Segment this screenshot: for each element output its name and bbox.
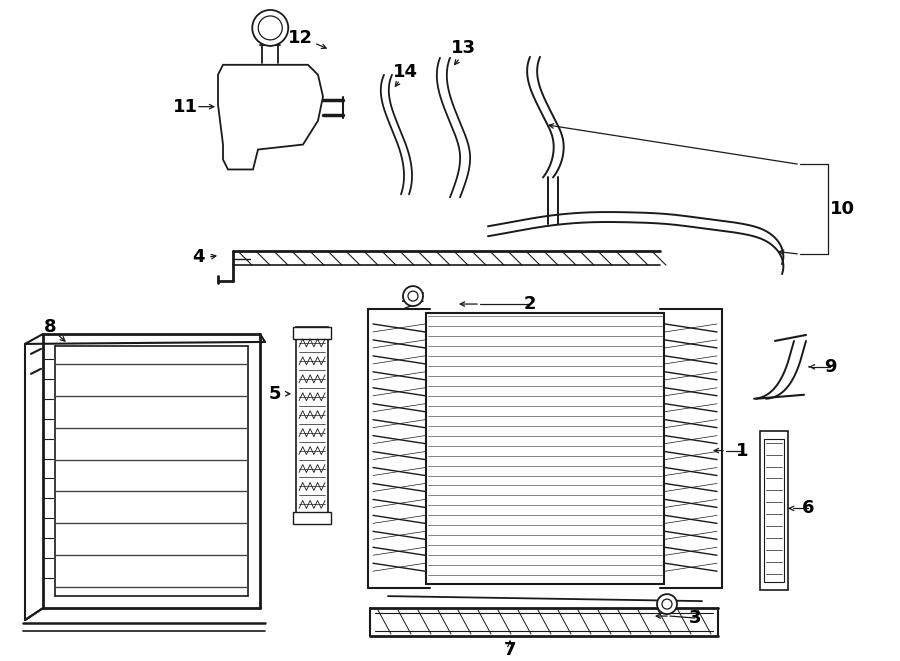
Bar	[426, 313, 664, 584]
Bar	[296, 327, 328, 524]
Bar	[760, 431, 788, 590]
Circle shape	[657, 594, 677, 614]
Text: 3: 3	[688, 609, 701, 627]
Polygon shape	[218, 65, 323, 169]
Text: 1: 1	[736, 442, 748, 459]
Text: 7: 7	[504, 641, 517, 659]
Text: 2: 2	[524, 295, 536, 313]
Text: 4: 4	[192, 248, 204, 266]
Bar	[293, 512, 331, 524]
Circle shape	[252, 10, 288, 46]
Text: 6: 6	[802, 500, 814, 518]
Text: 12: 12	[287, 29, 312, 47]
Text: 9: 9	[824, 358, 836, 376]
Text: 13: 13	[451, 39, 475, 57]
Text: 10: 10	[830, 200, 854, 218]
Circle shape	[403, 286, 423, 306]
Text: 5: 5	[269, 385, 281, 403]
Text: 11: 11	[173, 98, 197, 116]
Text: 8: 8	[44, 318, 57, 336]
Bar	[293, 327, 331, 339]
Text: 14: 14	[392, 63, 418, 81]
Bar	[764, 439, 784, 582]
